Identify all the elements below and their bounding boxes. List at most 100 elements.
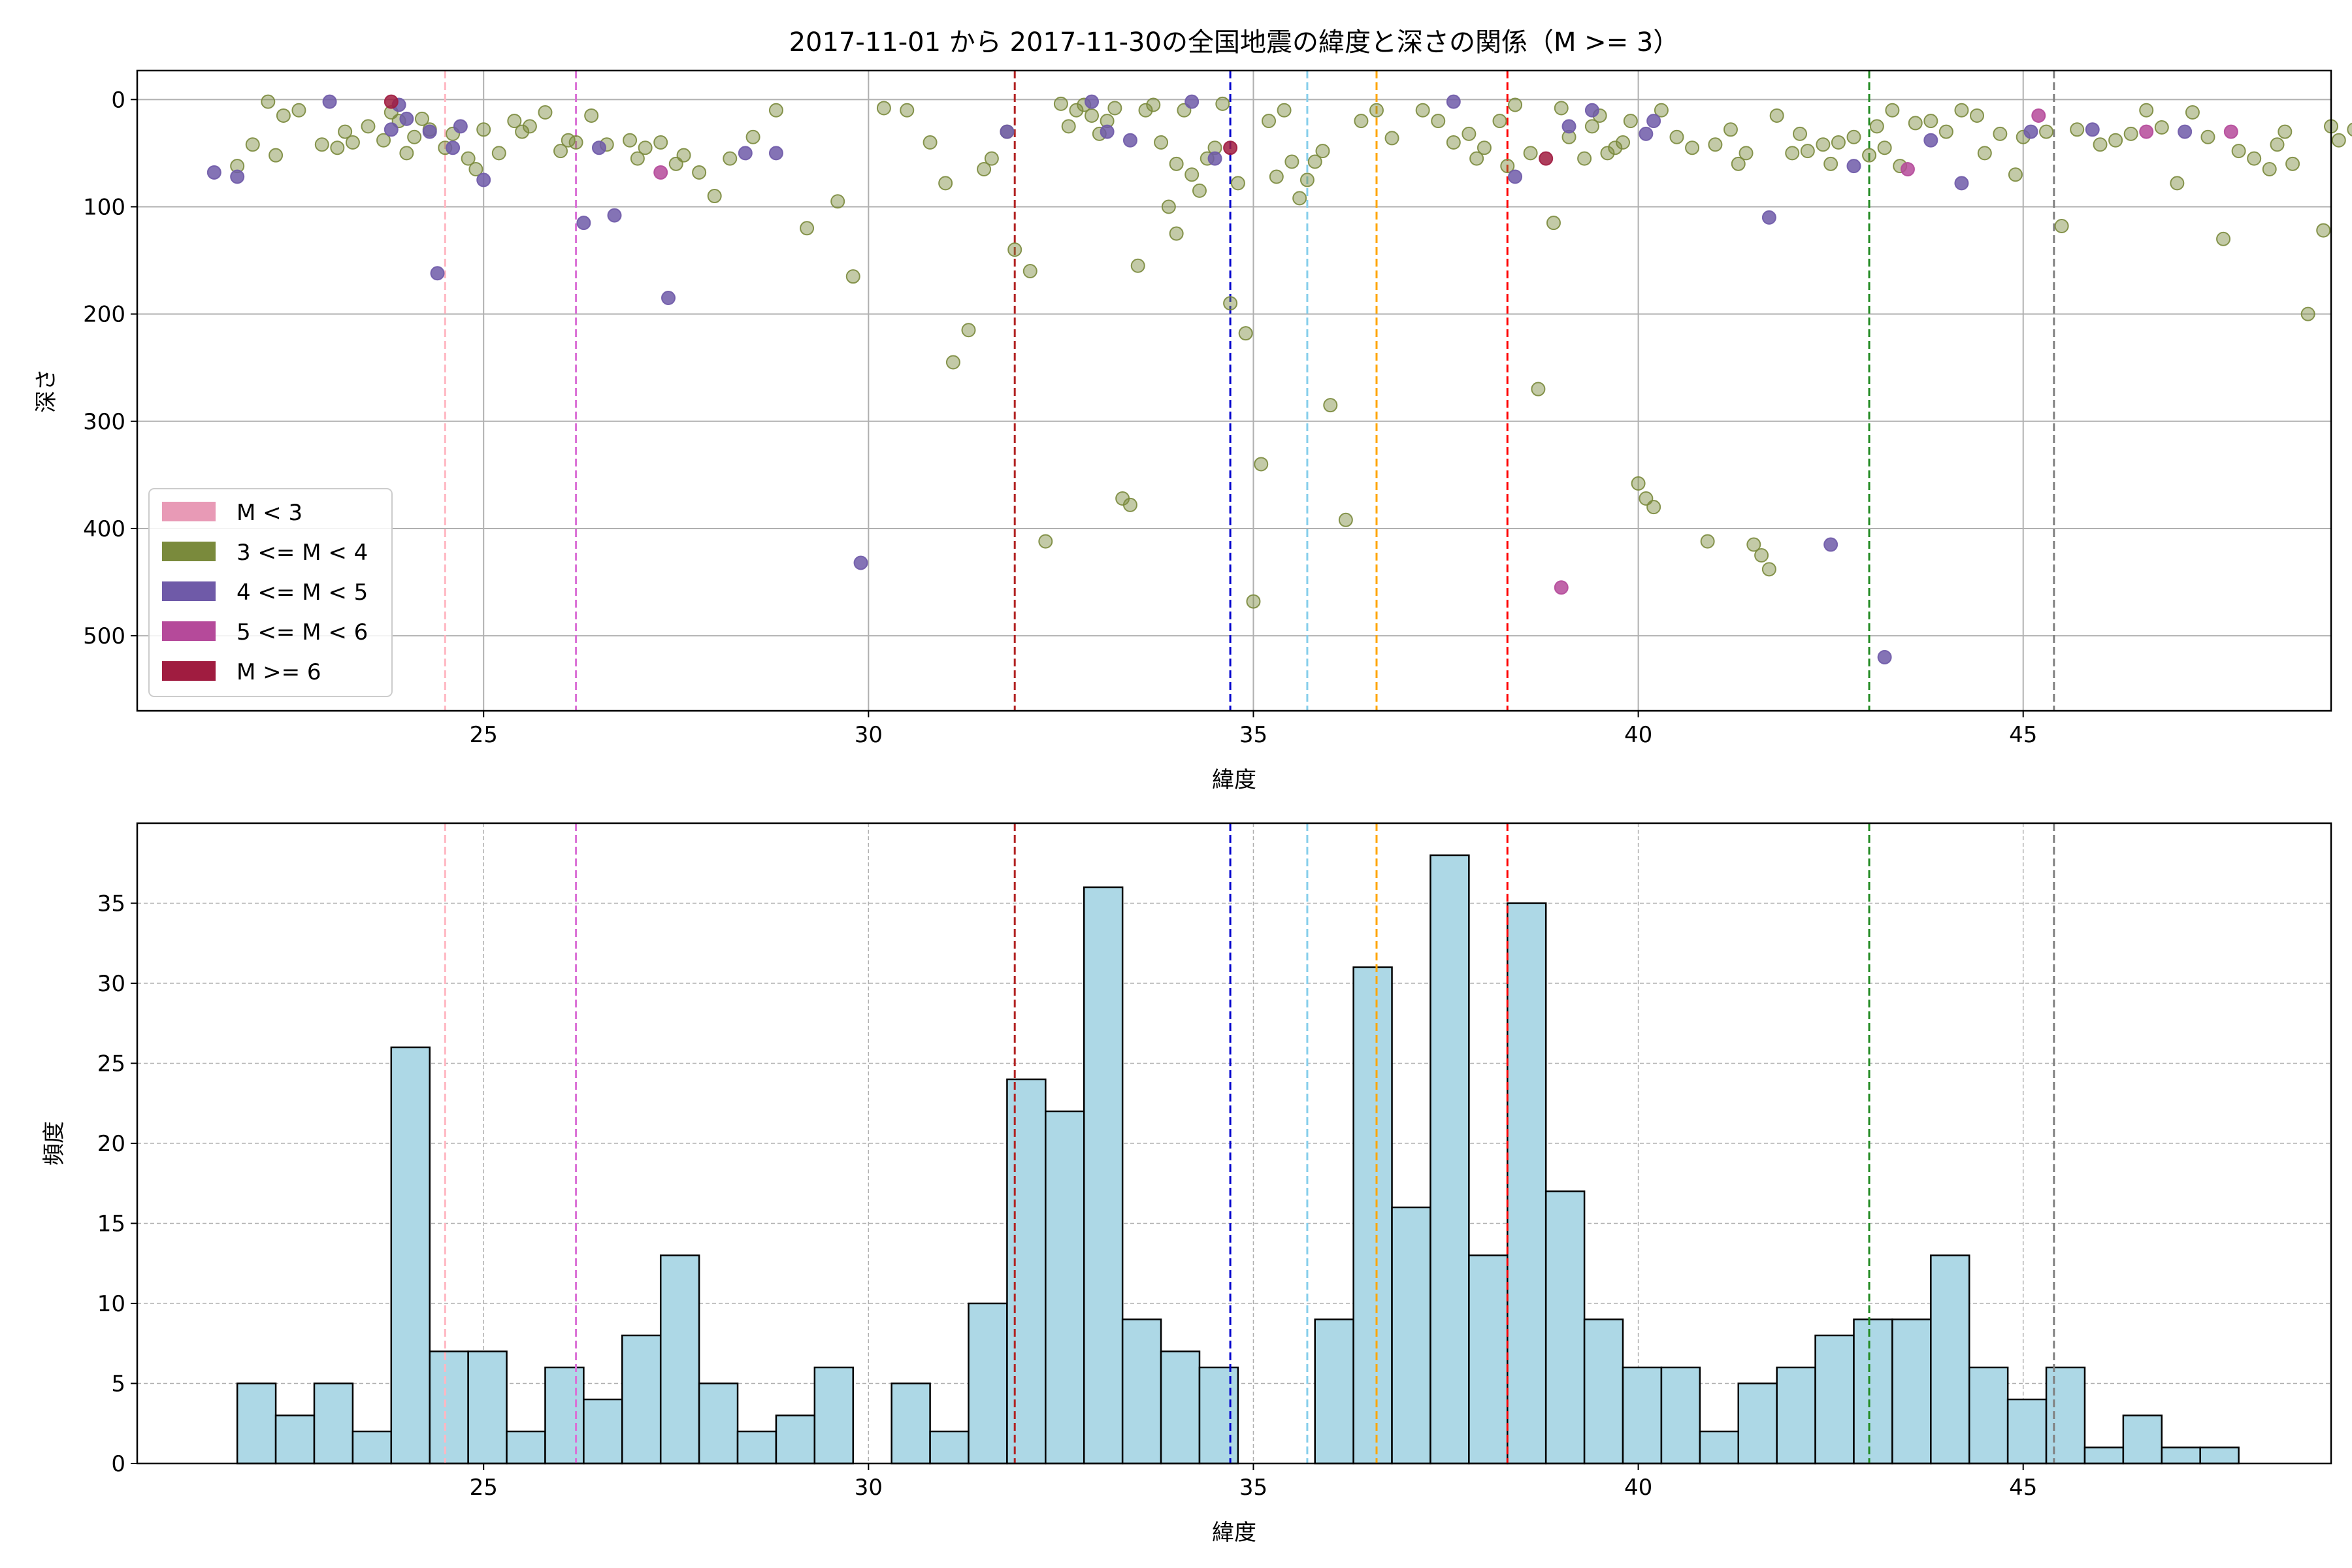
scatter-point-m4 (1646, 114, 1661, 129)
scatter-point-m3 (1508, 97, 1523, 112)
scatter-point-m3 (1446, 135, 1461, 150)
scatter-point-m3 (945, 355, 960, 370)
scatter-point-m3 (1053, 96, 1068, 111)
scatter-point-m3 (707, 189, 722, 204)
histogram-bar (2122, 1414, 2163, 1465)
histogram-y-tick-label: 15 (97, 1211, 125, 1237)
histogram-x-tick-label: 35 (1239, 1475, 1267, 1501)
scatter-point-m3 (900, 103, 915, 118)
histogram-bar (1968, 1366, 2009, 1465)
scatter-point-m4 (430, 266, 445, 281)
legend-label-m3: 3 <= M < 4 (237, 540, 368, 566)
scatter-x-ticks: 25 30 35 40 45 (470, 711, 2037, 748)
histogram-grid (137, 823, 2331, 1464)
scatter-point-m3 (2108, 133, 2123, 148)
scatter-panel: 25 30 35 40 45 0 100 200 300 400 500 緯度 深さ M < 3 … (33, 69, 2352, 793)
scatter-point-m3 (522, 119, 537, 134)
histogram-y-tick-label: 25 (97, 1051, 125, 1077)
scatter-point-m3 (1546, 216, 1561, 231)
scatter-point-m3 (1299, 172, 1315, 188)
scatter-point-m6 (1223, 140, 1238, 155)
scatter-point-m3 (1415, 103, 1430, 118)
scatter-y-tick-label: 500 (83, 623, 125, 649)
scatter-x-tick-label: 40 (1624, 722, 1652, 748)
scatter-x-tick-label: 45 (2009, 722, 2037, 748)
scatter-point-m3 (1785, 146, 1800, 161)
scatter-point-m3 (961, 323, 976, 338)
scatter-point-m3 (1338, 512, 1353, 527)
scatter-x-axis-label: 緯度 (1212, 767, 1256, 793)
scatter-point-m5 (2031, 108, 2046, 123)
scatter-grid (137, 71, 2331, 711)
scatter-point-m3 (692, 165, 707, 180)
scatter-point-m3 (2054, 219, 2069, 234)
scatter-point-m4 (738, 146, 753, 161)
scatter-point-m3 (330, 140, 345, 155)
scatter-point-m3 (1277, 103, 1292, 118)
scatter-point-m3 (1323, 398, 1338, 413)
scatter-point-m3 (245, 137, 260, 152)
histogram-bar (236, 1382, 277, 1465)
histogram-bar (2045, 1366, 2086, 1465)
scatter-point-m3 (1477, 140, 1492, 155)
scatter-point-m4 (399, 111, 414, 126)
scatter-point-m3 (276, 108, 291, 123)
histogram-bar (1622, 1366, 1663, 1465)
scatter-point-m3 (376, 133, 391, 148)
histogram-y-tick-label: 20 (97, 1131, 125, 1157)
scatter-point-m4 (446, 140, 461, 155)
scatter-point-m3 (1007, 242, 1022, 257)
chart-title: 2017-11-01 から 2017-11-30の全国地震の緯度と深さの関係（M… (789, 27, 1680, 57)
scatter-point-m4 (1639, 126, 1654, 141)
scatter-point-m4 (853, 555, 868, 570)
scatter-y-tick-label: 0 (111, 87, 125, 113)
histogram-bar (698, 1382, 739, 1465)
legend-label-m4: 4 <= M < 5 (237, 580, 368, 606)
scatter-point-m3 (2231, 144, 2246, 159)
histogram-bar (1160, 1350, 1201, 1465)
scatter-point-m3 (1469, 151, 1484, 166)
scatter-point-m3 (1669, 129, 1684, 144)
scatter-point-m4 (1085, 94, 1100, 109)
histogram-bar (1045, 1110, 1085, 1465)
scatter-point-m3 (261, 94, 276, 109)
scatter-point-m3 (1823, 156, 1838, 171)
histogram-bar (1814, 1334, 1855, 1465)
scatter-point-m3 (1631, 476, 1646, 491)
scatter-point-m4 (2178, 124, 2193, 139)
scatter-point-m4 (1508, 169, 1523, 184)
histogram-x-tick-label: 30 (855, 1475, 883, 1501)
scatter-point-m3 (338, 124, 353, 139)
scatter-point-m3 (553, 144, 568, 159)
scatter-point-m4 (607, 208, 622, 223)
scatter-point-m3 (1877, 140, 1892, 155)
scatter-point-m3 (314, 137, 329, 152)
scatter-point-m3 (1970, 108, 1985, 123)
histogram-bar (1391, 1206, 1431, 1465)
histogram-y-tick-label: 0 (111, 1451, 125, 1477)
scatter-point-m3 (830, 194, 845, 209)
scatter-point-m4 (1100, 124, 1115, 139)
scatter-point-m3 (1315, 144, 1330, 159)
histogram-bar (2161, 1446, 2201, 1465)
legend-swatch-m-lt-3 (162, 502, 216, 521)
scatter-point-m6 (1539, 151, 1554, 166)
histogram-bar (351, 1430, 393, 1465)
scatter-point-m3 (2262, 162, 2277, 177)
histogram-x-axis-label: 緯度 (1212, 1520, 1256, 1546)
histogram-panel: 25 30 35 40 45 0 5 10 15 20 25 30 35 緯度 頻度 (41, 822, 2332, 1546)
histogram-bar (390, 1046, 431, 1465)
scatter-points (206, 94, 2352, 664)
histogram-bar (775, 1414, 816, 1465)
scatter-point-m3 (2247, 151, 2262, 166)
histogram-y-tick-label: 35 (97, 891, 125, 917)
scatter-point-m3 (1761, 562, 1776, 577)
scatter-point-m3 (2316, 223, 2331, 238)
scatter-point-m4 (1954, 176, 1969, 191)
scatter-point-m3 (2216, 231, 2231, 246)
scatter-point-m3 (2300, 306, 2315, 321)
scatter-point-m4 (476, 172, 491, 188)
scatter-point-m3 (923, 135, 938, 150)
scatter-point-m4 (1846, 159, 1861, 174)
